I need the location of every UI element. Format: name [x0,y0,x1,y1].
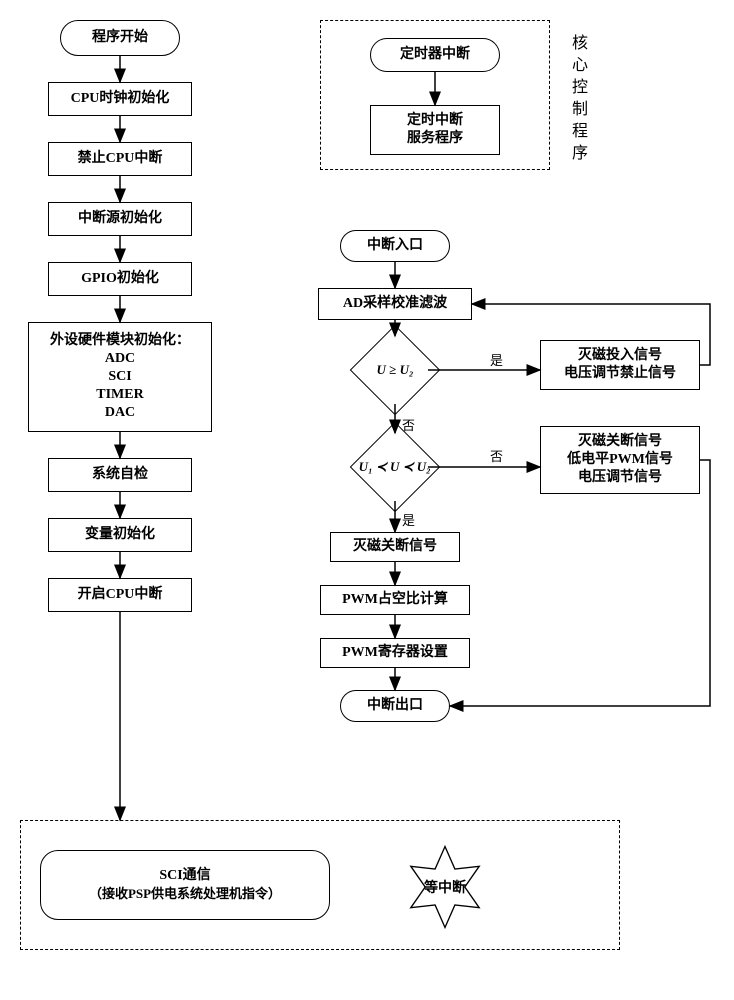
d2-out-l2: 低电平PWM信号 [567,451,673,469]
timer-isr-l2: 服务程序 [407,130,463,148]
periph-sci: SCI [108,368,131,386]
d2-no-label: 否 [490,446,503,465]
d2-text: U₁ ≺ U ≺ U₂ [359,459,431,476]
periph-title: 外设硬件模块初始化： [50,332,190,350]
decision-u1-u-u2: U₁ ≺ U ≺ U₂ [350,422,441,513]
d2-yes-label: 是 [402,510,415,529]
pwm-reg: PWM寄存器设置 [320,638,470,668]
periph-timer: TIMER [96,386,143,404]
d1-output: 灭磁投入信号 电压调节禁止信号 [540,340,700,390]
d1-out-l1: 灭磁投入信号 [578,347,662,365]
pwm-duty: PWM占空比计算 [320,585,470,615]
timer-int: 定时器中断 [370,38,500,72]
d2-out-l3: 电压调节信号 [578,469,662,487]
disable-cpu-int: 禁止CPU中断 [48,142,192,176]
d1-yes-label: 是 [490,350,503,369]
periph-dac: DAC [105,404,135,422]
start-terminator: 程序开始 [60,20,180,56]
cpu-clock-init: CPU时钟初始化 [48,82,192,116]
core-side-text: 核心控制程序 [565,34,589,166]
d2-out-l1: 灭磁关断信号 [578,433,662,451]
timer-isr-l1: 定时中断 [407,112,463,130]
demag-off: 灭磁关断信号 [330,532,460,562]
periph-adc: ADC [105,350,135,368]
ad-sample: AD采样校准滤波 [318,288,472,320]
gpio-init: GPIO初始化 [48,262,192,296]
d2-output: 灭磁关断信号 低电平PWM信号 电压调节信号 [540,426,700,494]
sci-l1: SCI通信 [159,867,210,885]
periph-init: 外设硬件模块初始化： ADC SCI TIMER DAC [28,322,212,432]
isr-exit: 中断出口 [340,690,450,722]
wait-interrupt-star: 等中断 [400,842,490,932]
var-init: 变量初始化 [48,518,192,552]
d1-out-l2: 电压调节禁止信号 [564,365,676,383]
d1-text: U ≥ U₂ [377,362,414,379]
int-src-init: 中断源初始化 [48,202,192,236]
decision-u-ge-u2: U ≥ U₂ [350,325,441,416]
sci-l2: （接收PSP供电系统处理机指令） [89,886,281,903]
self-check: 系统自检 [48,458,192,492]
timer-isr: 定时中断 服务程序 [370,105,500,155]
enable-cpu-int: 开启CPU中断 [48,578,192,612]
isr-entry: 中断入口 [340,230,450,262]
sci-comm: SCI通信 （接收PSP供电系统处理机指令） [40,850,330,920]
star-text: 等中断 [424,877,466,897]
